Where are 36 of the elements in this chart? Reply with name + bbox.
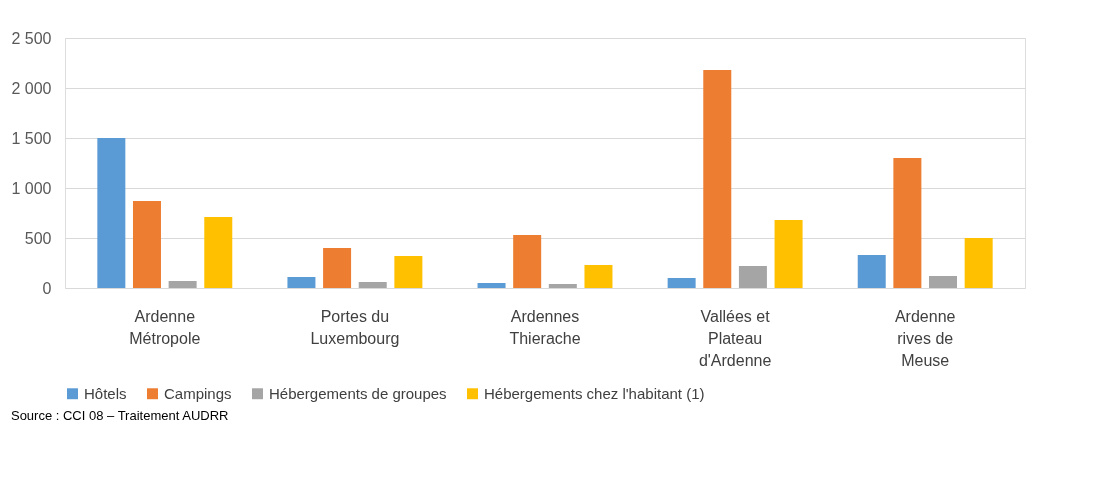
bar: [584, 265, 613, 288]
bar: [857, 255, 886, 288]
bar: [513, 235, 542, 288]
bar: [323, 248, 352, 288]
bar: [964, 238, 993, 288]
legend-label: Hébergements chez l'habitant (1): [484, 384, 705, 402]
bar: [132, 201, 161, 288]
y-tick-label: 1 000: [11, 179, 52, 197]
bar: [548, 284, 577, 288]
legend-label: Hébergements de groupes: [269, 384, 447, 402]
bar: [97, 138, 126, 288]
x-tick-label: Portes du Luxembourg: [310, 307, 400, 347]
bar: [287, 277, 316, 288]
y-tick-label: 0: [42, 279, 52, 297]
y-tick-label: 1 500: [11, 129, 52, 147]
bar: [394, 256, 423, 288]
x-tick-label: Vallées et Plateau d'Ardenne: [698, 307, 772, 369]
x-tick-label: Ardennes Thierache: [509, 307, 581, 347]
legend-label: Hôtels: [84, 384, 127, 402]
bar: [774, 220, 803, 288]
bar: [667, 278, 696, 288]
bar: [703, 70, 732, 288]
bar: [204, 217, 233, 288]
x-tick-label: Ardenne Métropole: [129, 307, 201, 347]
x-tick-label: Ardenne rives de Meuse: [894, 307, 956, 369]
bar: [929, 276, 958, 288]
bar: [893, 158, 922, 288]
legend-label: Campings: [164, 384, 232, 402]
bar: [168, 281, 197, 288]
source-note: Source : CCI 08 – Traitement AUDRR: [10, 408, 229, 423]
y-tick-label: 2 000: [11, 79, 52, 97]
bar: [738, 266, 767, 288]
y-tick-label: 2 500: [11, 29, 52, 47]
y-tick-label: 500: [24, 229, 52, 247]
bar: [358, 282, 387, 288]
bar: [477, 283, 506, 288]
